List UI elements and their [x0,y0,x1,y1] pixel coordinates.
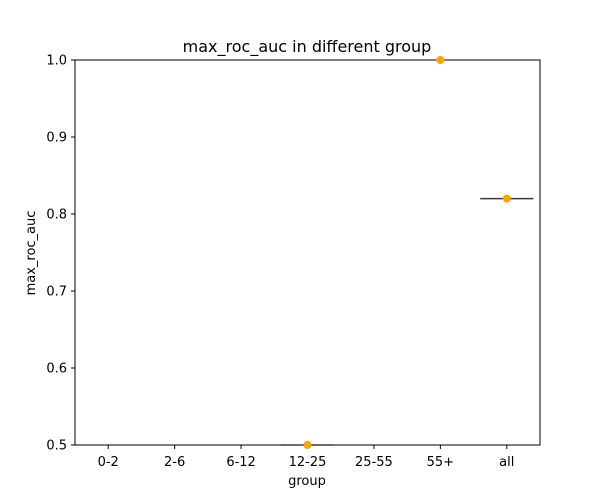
data-point [303,441,312,449]
x-axis-label: group [288,474,326,489]
y-tick-label: 0.8 [46,208,67,223]
y-axis-label: max_roc_auc [24,211,39,296]
plot-frame [74,59,541,446]
y-tick-label: 1.0 [46,54,67,69]
x-tick-label: 0-2 [98,455,119,470]
x-tick-label: 55+ [427,455,454,470]
plot-area: 0.5 0.6 0.7 0.8 0.9 1.0 0-2 2-6 6-12 12-25 25-55 55… [46,54,541,470]
x-tick-label: 2-6 [164,455,185,470]
chart-title: max_roc_auc in different group [183,37,432,57]
x-tick-label: 12-25 [289,455,327,470]
y-tick-label: 0.5 [46,439,67,454]
data-point [436,56,445,64]
y-tick-label: 0.6 [46,362,67,377]
data-point [502,194,511,203]
x-tick-label: 25-55 [355,455,393,470]
y-tick-label: 0.7 [46,285,67,300]
x-tick-label: 6-12 [226,455,256,470]
y-tick-label: 0.9 [46,131,67,146]
x-tick-label: all [499,455,514,470]
